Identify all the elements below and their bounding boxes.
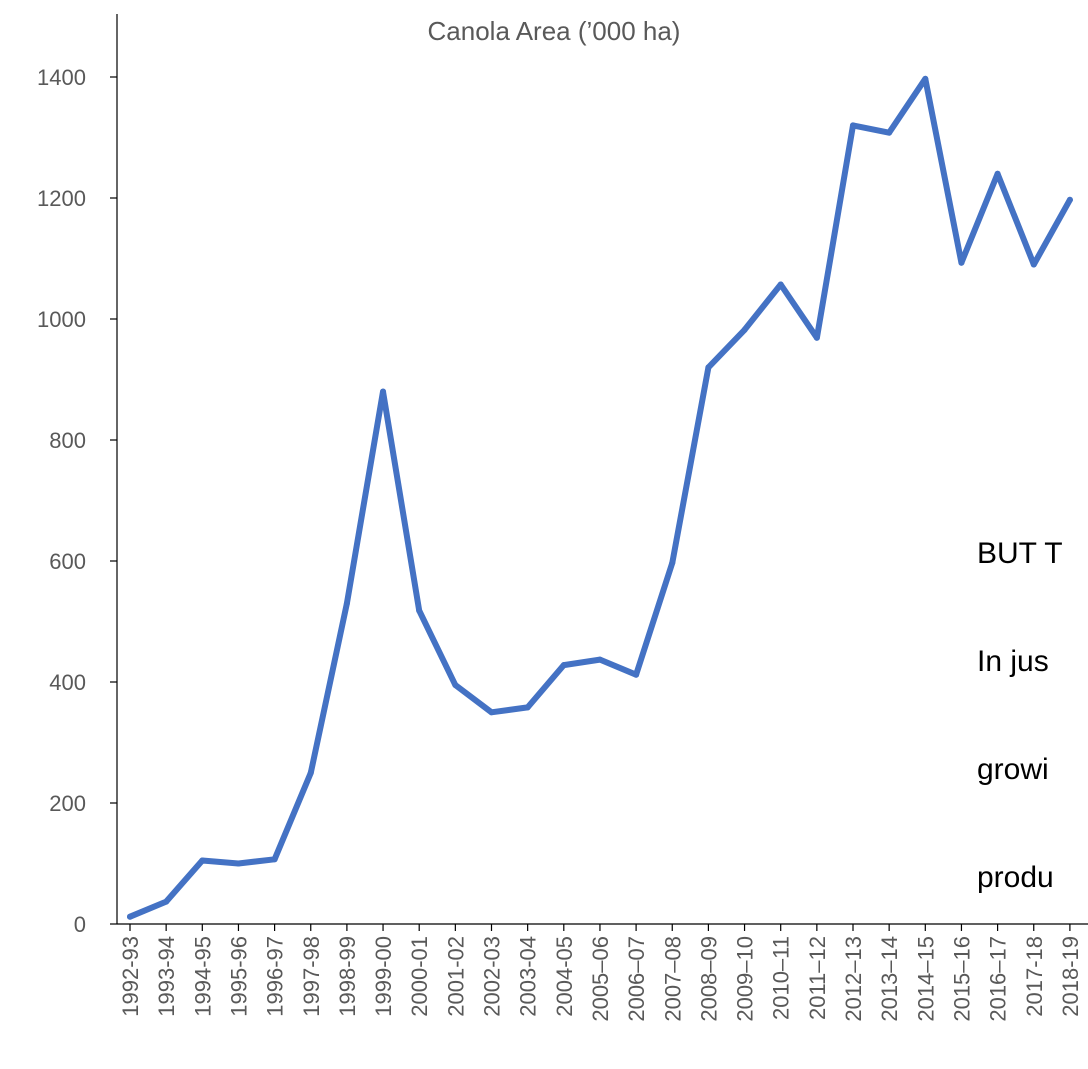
x-tick-label: 1992-93 [118, 936, 143, 1017]
x-tick-label: 2016–17 [986, 936, 1011, 1022]
x-tick-label: 1997-98 [299, 936, 324, 1017]
data-point [127, 913, 133, 920]
y-tick-label: 1400 [37, 65, 86, 90]
data-point [886, 129, 893, 136]
x-tick-label: 2000-01 [407, 936, 432, 1017]
x-axis: 1992-93 1993-94 1994-95 1995-96 1996-97 1997-… [117, 923, 1088, 1022]
y-tick-label: 0 [74, 912, 86, 937]
annotation-line-1: BUT T [977, 537, 1063, 570]
x-tick-label: 2012–13 [841, 936, 866, 1022]
chart-title: Canola Area (’000 ha) [428, 16, 681, 46]
x-tick-label: 2018-19 [1058, 936, 1083, 1017]
y-tick-label: 800 [49, 428, 86, 453]
x-tick-label: 2004-05 [552, 936, 577, 1017]
x-tick-label: 2010–11 [769, 936, 794, 1020]
y-tick-label: 1200 [37, 186, 86, 211]
x-tick-label: 2003-04 [516, 936, 541, 1017]
series-line [127, 75, 1073, 920]
x-tick-label: 2014–15 [913, 936, 938, 1022]
x-tick-label: 2006–07 [624, 936, 649, 1022]
data-point [307, 769, 314, 776]
data-point [705, 364, 712, 371]
annotation-line-2: In jus [977, 645, 1049, 678]
x-tick-label: 1999-00 [371, 936, 396, 1017]
data-point [669, 559, 676, 566]
data-point [777, 281, 784, 288]
annotation-text: BUT T In jus growi produ [977, 464, 1088, 932]
x-tick-label: 2009–10 [733, 936, 758, 1022]
annotation-line-3: growi [977, 753, 1049, 786]
x-tick-label: 1994-95 [190, 936, 215, 1017]
data-point [452, 682, 459, 689]
x-tick-label: 2001-02 [443, 936, 468, 1017]
x-tick-label: 1998-99 [335, 936, 360, 1017]
data-point [271, 856, 278, 863]
x-tick-label: 2011–12 [805, 936, 830, 1020]
y-tick-label: 200 [49, 791, 86, 816]
data-point [922, 75, 929, 82]
data-point [416, 607, 423, 614]
y-tick-label: 400 [49, 670, 86, 695]
x-tick-label: 2005–06 [588, 936, 613, 1022]
data-point [958, 259, 965, 266]
data-point [596, 656, 603, 663]
data-point [235, 860, 242, 867]
annotation-line-4: produ [977, 861, 1054, 894]
x-tick-label: 1996-97 [263, 936, 288, 1017]
y-axis: 0 200 400 600 800 1000 1200 1400 [37, 14, 118, 937]
x-tick-label: 1993-94 [154, 936, 179, 1017]
x-tick-label: 2007–08 [660, 936, 685, 1022]
data-point [380, 388, 387, 395]
x-tick-label: 2013–14 [877, 936, 902, 1022]
x-tick-label: 2008–09 [696, 936, 721, 1022]
data-point [850, 122, 856, 129]
data-point [1030, 261, 1037, 268]
data-point [524, 704, 531, 711]
x-tick-label: 2015–16 [949, 936, 974, 1022]
y-tick-label: 1000 [37, 307, 86, 332]
data-point [560, 662, 567, 669]
series-layer [127, 75, 1073, 920]
data-point [813, 334, 820, 341]
x-tick-label: 1995-96 [226, 936, 251, 1017]
data-point [741, 326, 748, 333]
x-tick-label: 2002-03 [480, 936, 505, 1017]
x-tick-label: 2017-18 [1022, 936, 1047, 1017]
data-point [633, 671, 640, 678]
data-point [163, 898, 170, 905]
data-point [199, 857, 206, 864]
data-point [994, 170, 1001, 177]
data-point [343, 600, 350, 607]
y-tick-label: 600 [49, 549, 86, 574]
data-point [1066, 196, 1073, 203]
data-point [488, 709, 495, 716]
